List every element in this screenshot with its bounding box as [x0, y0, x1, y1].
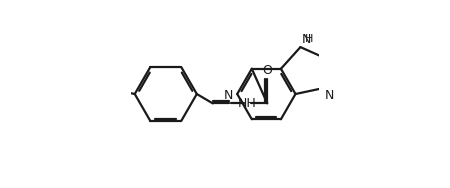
Text: O: O: [262, 64, 272, 77]
Text: N: N: [325, 89, 334, 102]
Text: H: H: [305, 34, 313, 44]
Text: N: N: [302, 33, 311, 46]
Text: NH: NH: [238, 97, 257, 110]
Text: N: N: [224, 89, 234, 102]
